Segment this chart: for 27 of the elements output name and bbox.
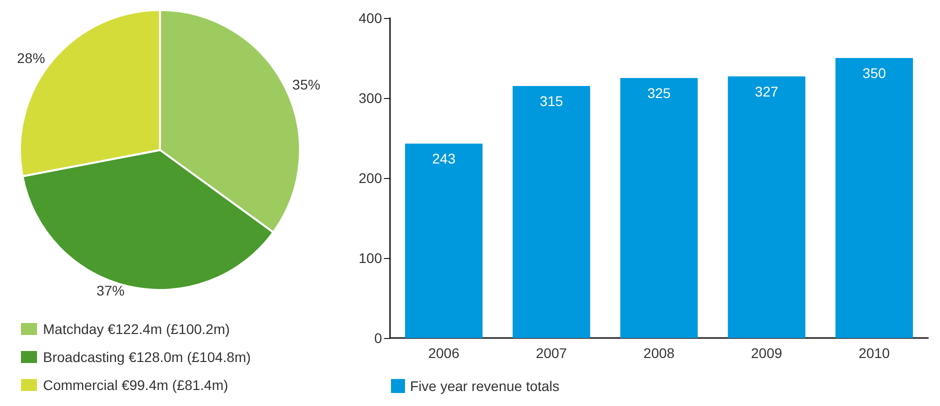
x-tick-label: 2006	[428, 345, 460, 361]
legend-label: Broadcasting €128.0m (£104.8m)	[43, 349, 251, 365]
x-tick-label: 2008	[643, 345, 675, 361]
y-tick-label: 200	[358, 170, 382, 186]
data-label: 350	[862, 65, 886, 81]
bar	[512, 86, 590, 338]
y-tick-label: 400	[358, 10, 382, 26]
data-label: 327	[754, 83, 778, 100]
x-tick-label: 2010	[858, 345, 890, 361]
data-label: 325	[647, 85, 671, 101]
legend-label: Matchday €122.4m (£100.2m)	[43, 321, 230, 337]
legend-label: Five year revenue totals	[410, 378, 560, 394]
data-label: 315	[540, 93, 564, 109]
x-tick-label: 2009	[751, 345, 782, 361]
data-label: 35%	[292, 76, 320, 93]
x-tick-label: 2007	[536, 345, 568, 361]
y-tick-label: 100	[358, 250, 382, 266]
data-label: 28%	[17, 50, 46, 66]
y-tick-label: 300	[358, 90, 382, 106]
bar	[835, 58, 913, 338]
data-label: 37%	[96, 282, 125, 299]
legend-label: Commercial €99.4m (£81.4m)	[43, 377, 228, 393]
bar	[405, 144, 483, 338]
data-label: 243	[432, 150, 456, 167]
y-tick-label: 0	[374, 330, 382, 346]
bar	[728, 76, 806, 338]
bar	[620, 78, 698, 338]
